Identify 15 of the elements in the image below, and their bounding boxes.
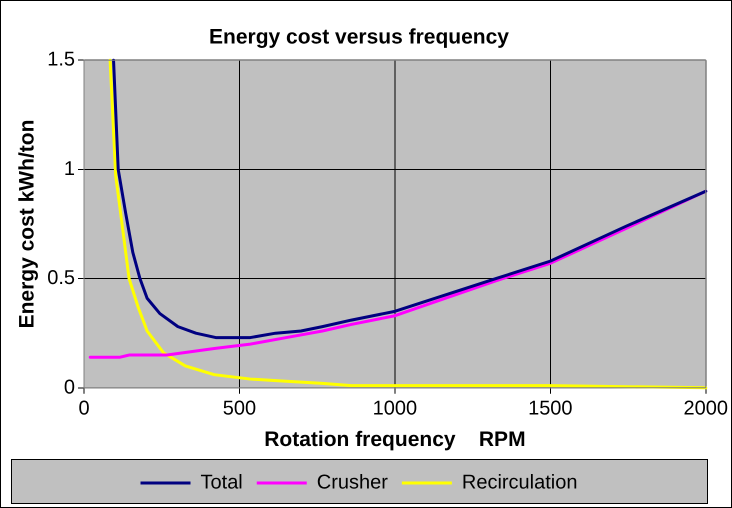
chart-title: Energy cost versus frequency [209, 25, 510, 48]
x-tick-label: 500 [222, 397, 256, 420]
y-tick-label: 0.5 [47, 267, 76, 290]
y-axis-title: Energy cost kWh/ton [15, 120, 38, 328]
x-tick-label: 1000 [372, 397, 418, 420]
x-tick-label: 0 [78, 397, 90, 420]
x-tick-label: 2000 [684, 397, 728, 420]
legend-label: Crusher [316, 472, 388, 494]
y-tick-label: 1 [64, 158, 76, 180]
y-tick-label: 0 [64, 376, 76, 398]
legend-label: Recirculation [462, 472, 578, 494]
legend-label: Total [200, 472, 243, 494]
y-tick-label: 1.5 [47, 48, 76, 71]
x-tick-label: 1500 [528, 397, 573, 420]
x-axis-title: Rotation frequency RPM [264, 428, 526, 452]
